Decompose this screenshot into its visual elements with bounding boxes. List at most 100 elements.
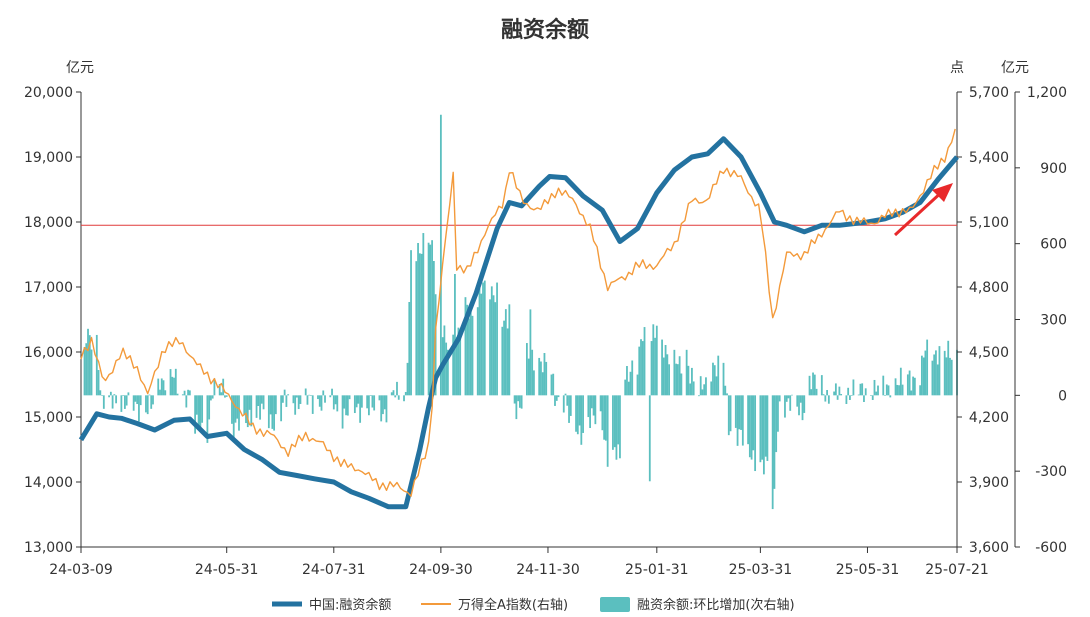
bar-mom-change	[813, 374, 816, 396]
right2-tick-label: 1,200	[1027, 85, 1067, 101]
bar-mom-change	[564, 393, 567, 396]
bar-mom-change	[341, 395, 344, 429]
x-tick-label: 25-03-31	[729, 562, 793, 578]
bar-mom-change	[271, 395, 274, 429]
bar-mom-change	[88, 335, 91, 396]
bar-mom-change	[296, 395, 298, 398]
bar-mom-change	[540, 361, 542, 396]
bar-mom-change	[188, 390, 191, 396]
bar-mom-change	[211, 395, 214, 399]
bar-mom-change	[741, 395, 744, 446]
bar-mom-change	[920, 355, 923, 396]
bar-mom-change	[631, 360, 634, 396]
bar-mom-change	[778, 395, 781, 402]
bar-mom-change	[852, 379, 855, 396]
bar-mom-change	[936, 364, 939, 396]
right-tick-label: 4,500	[969, 345, 1009, 361]
bar-mom-change	[494, 302, 497, 396]
bar-mom-change	[478, 284, 481, 396]
bar-mom-change	[87, 328, 89, 396]
bar-mom-change	[935, 350, 937, 396]
bar-mom-change	[861, 383, 864, 396]
bar-mom-change	[194, 395, 197, 434]
bar-mom-change	[274, 395, 277, 415]
bar-mom-change	[109, 391, 112, 396]
bar-mom-change	[471, 315, 474, 396]
bar-mom-change	[638, 346, 641, 396]
bar-mom-change	[185, 395, 188, 408]
bar-mom-change	[468, 318, 470, 396]
bar-mom-change	[617, 395, 620, 445]
bar-mom-change	[612, 395, 614, 450]
bar-mom-change	[727, 395, 730, 436]
bar-mom-change	[552, 373, 555, 396]
bar-mom-change	[525, 343, 528, 396]
bar-mom-change	[234, 395, 237, 423]
bar-mom-change	[578, 395, 581, 426]
bar-mom-change	[397, 395, 400, 400]
bar-mom-change	[627, 381, 630, 396]
bar-mom-change	[489, 299, 491, 396]
bar-mom-change	[97, 370, 100, 396]
bar-mom-change	[310, 395, 312, 396]
bar-mom-change	[698, 395, 700, 397]
bar-mom-change	[643, 327, 646, 396]
bar-mom-change	[174, 368, 177, 396]
legend-item-margin-balance[interactable]: 中国:融资余额	[272, 597, 391, 613]
bar-mom-change	[924, 350, 927, 396]
bar-mom-change	[691, 367, 693, 396]
bar-mom-change	[520, 395, 523, 409]
bar-mom-change	[590, 395, 593, 409]
bar-mom-change	[945, 357, 948, 396]
bar-mom-change	[415, 261, 418, 396]
bar-mom-change	[259, 395, 261, 420]
bar-mom-change	[592, 395, 595, 416]
bar-mom-change	[366, 395, 369, 409]
x-tick-label: 24-09-30	[409, 562, 473, 578]
bar-mom-change	[820, 375, 823, 396]
bar-mom-change	[715, 376, 718, 396]
bar-mom-change	[108, 395, 110, 398]
bar-mom-change	[373, 395, 376, 411]
legend-item-wind-a[interactable]: 万得全A指数(右轴)	[421, 597, 568, 613]
bar-mom-change	[827, 395, 830, 404]
bar-mom-change	[748, 395, 751, 458]
bar-mom-change	[136, 395, 139, 405]
bar-mom-change	[287, 394, 290, 396]
bar-mom-change	[311, 395, 314, 414]
bar-mom-change	[568, 395, 570, 423]
bar-mom-change	[297, 395, 300, 410]
bar-mom-change	[357, 395, 360, 404]
bar-mom-change	[464, 297, 467, 396]
bar-mom-change	[132, 395, 135, 411]
bar-mom-change	[849, 395, 851, 400]
bar-mom-change	[513, 395, 516, 404]
bar-mom-change	[231, 395, 233, 424]
right2-tick-label: 900	[1040, 161, 1067, 177]
bar-mom-change	[408, 301, 411, 396]
bar-mom-change	[294, 395, 297, 415]
bar-mom-change	[447, 349, 449, 396]
bar-mom-change	[575, 395, 577, 432]
bar-mom-change	[648, 395, 651, 482]
bar-mom-change	[836, 395, 839, 400]
bar-mom-change	[754, 395, 757, 472]
bar-mom-change	[434, 294, 437, 396]
bar-mom-change	[145, 395, 147, 413]
bar-mom-change	[385, 395, 388, 423]
bar-mom-change	[257, 395, 260, 406]
bar-mom-change	[538, 357, 541, 396]
bar-mom-change	[798, 395, 800, 416]
bar-mom-change	[762, 395, 765, 475]
bar-mom-change	[404, 391, 407, 396]
bar-mom-change	[613, 395, 616, 448]
bar-mom-change	[262, 395, 265, 410]
right2-tick-label: 0	[1058, 388, 1067, 404]
bar-mom-change	[875, 391, 878, 396]
legend-item-mom-change[interactable]: 融资余额:环比增加(次右轴)	[600, 597, 795, 613]
bar-mom-change	[406, 362, 409, 396]
bar-mom-change	[576, 395, 579, 435]
bar-mom-change	[594, 395, 597, 425]
bar-mom-change	[759, 395, 762, 463]
